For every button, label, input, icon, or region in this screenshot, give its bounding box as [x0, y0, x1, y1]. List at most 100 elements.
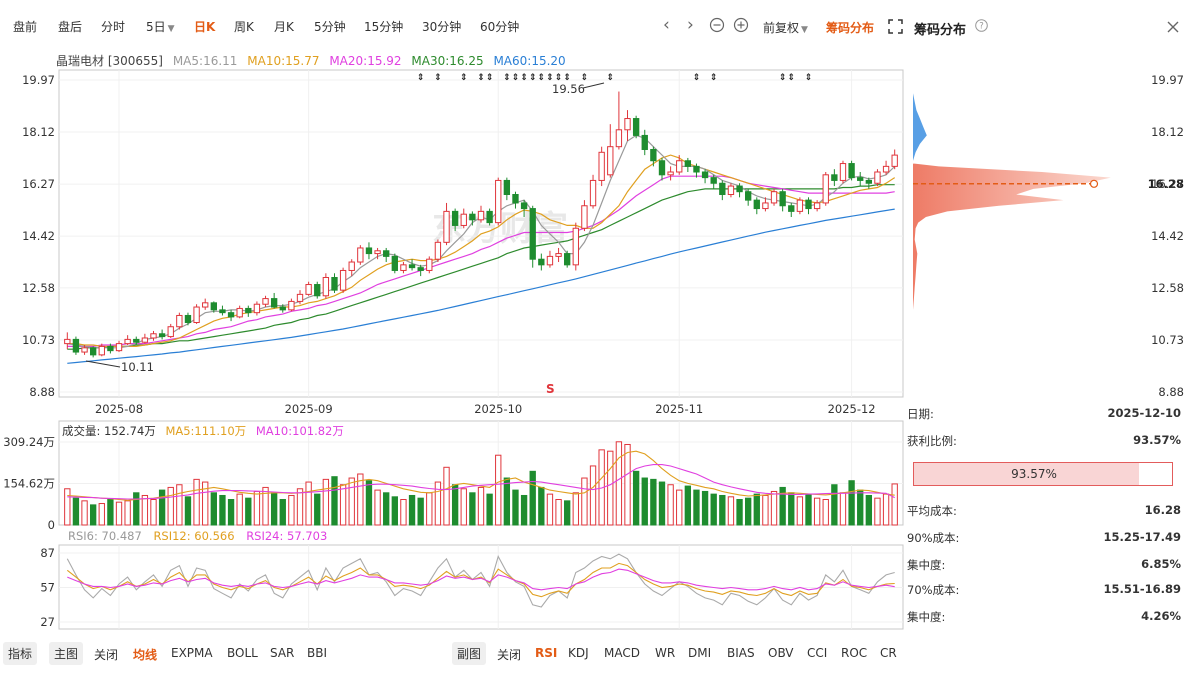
tab-5min[interactable]: 5分钟	[314, 20, 346, 34]
expma-button[interactable]: EXPMA	[171, 646, 213, 660]
close-icon[interactable]	[1167, 21, 1179, 36]
adjust-dropdown[interactable]: 前复权 ▼	[763, 19, 808, 36]
price-tick-label: 12.58	[22, 281, 55, 295]
cr-button[interactable]: CR	[880, 646, 897, 660]
candle-body	[141, 337, 149, 343]
candle-body	[882, 165, 890, 173]
chip-price-tick-label: 12.58	[1151, 281, 1184, 295]
cci-button[interactable]: CCI	[807, 646, 828, 660]
c70-value: 15.51-16.89	[1103, 582, 1181, 596]
volume-bar	[296, 488, 304, 526]
indicator-button[interactable]: 指标	[3, 642, 38, 665]
volume-bar	[348, 477, 355, 526]
main-close-button[interactable]: 关闭	[94, 648, 119, 662]
ma20-line	[67, 175, 895, 347]
chip-profile-lower	[913, 163, 1111, 310]
candle-body	[236, 307, 243, 318]
volume-bar	[417, 497, 424, 526]
tab-daily-k[interactable]: 日K	[194, 20, 216, 34]
tab-60min[interactable]: 60分钟	[480, 20, 520, 34]
main-chart-button[interactable]: 主图	[49, 642, 84, 665]
candle-body	[676, 160, 683, 173]
annotation-low: 10.11	[85, 360, 154, 374]
volume-bar	[788, 492, 795, 526]
signal-mark: ⇕	[581, 73, 589, 83]
candle-body	[348, 261, 355, 271]
boll-button[interactable]: BOLL	[227, 646, 258, 660]
roc-button[interactable]: ROC	[841, 646, 868, 660]
c70-label: 70%成本:	[907, 583, 960, 597]
volume-bar	[667, 484, 674, 526]
obv-button[interactable]: OBV	[768, 646, 794, 660]
adjust-label: 前复权	[763, 21, 800, 35]
ma10-line	[67, 154, 896, 347]
candle-body	[788, 205, 795, 212]
sub-chart-button[interactable]: 副图	[452, 642, 487, 665]
date-value: 2025-12-10	[1107, 406, 1181, 420]
tab-15min[interactable]: 15分钟	[364, 20, 404, 34]
zoom-out-icon[interactable]	[709, 17, 725, 38]
volume-bar	[719, 494, 726, 526]
volume-bar	[331, 476, 338, 526]
tab-weekly-k[interactable]: 周K	[234, 20, 254, 34]
wr-button[interactable]: WR	[655, 646, 676, 660]
candle-body	[460, 213, 467, 226]
candle-body	[529, 208, 536, 260]
tab-5day[interactable]: 5日 ▼	[146, 18, 175, 35]
candle-body	[710, 177, 717, 184]
ma60-legend: MA60:15.20	[493, 54, 566, 68]
candle-body	[572, 227, 579, 266]
chip-distribution-link[interactable]: 筹码分布	[826, 21, 875, 35]
tab-30min[interactable]: 30分钟	[422, 20, 462, 34]
vol-ma5-legend: MA5:111.10万	[165, 424, 247, 438]
zoom-in-icon[interactable]	[733, 17, 749, 38]
macd-button[interactable]: MACD	[604, 646, 640, 660]
tab-afterhours[interactable]: 盘后	[58, 20, 83, 34]
candle-body	[469, 213, 476, 221]
rsi12-legend: RSI12: 60.566	[153, 529, 235, 543]
dmi-button[interactable]: DMI	[688, 646, 712, 660]
candle-body	[176, 314, 183, 328]
candle-body	[253, 303, 261, 314]
volume-bar	[107, 499, 114, 526]
help-icon[interactable]: ?	[975, 19, 988, 35]
expand-icon[interactable]	[888, 19, 903, 37]
candle-body	[245, 307, 252, 314]
tab-intraday[interactable]: 分时	[101, 20, 126, 34]
chevron-left-icon[interactable]: ‹	[663, 15, 670, 35]
sar-button[interactable]: SAR	[270, 646, 295, 660]
profit-ratio-fill	[914, 463, 1139, 485]
volume-bar	[495, 454, 502, 526]
candle-body	[374, 250, 381, 255]
candle-body	[279, 306, 286, 311]
volume-bar	[831, 484, 838, 526]
candle-body	[503, 179, 511, 196]
bias-button[interactable]: BIAS	[727, 646, 755, 660]
chevron-right-icon[interactable]: ›	[687, 15, 694, 35]
signal-mark: ⇕	[486, 73, 494, 83]
tab-premarket[interactable]: 盘前	[13, 20, 38, 34]
bbi-button[interactable]: BBI	[307, 646, 328, 660]
signal-mark: ⇕	[555, 73, 563, 83]
candle-body	[339, 269, 347, 291]
kdj-button[interactable]: KDJ	[568, 646, 589, 660]
candles	[64, 91, 898, 358]
candle-body	[736, 185, 743, 193]
volume-bar	[279, 499, 286, 526]
high-price-label: 19.56	[552, 82, 585, 96]
tab-monthly-k[interactable]: 月K	[274, 20, 294, 34]
ma-indicator-button[interactable]: 均线	[133, 648, 158, 662]
volume-bar	[133, 492, 140, 526]
chip-profit-row: 获利比例: 93.57%	[907, 433, 1181, 449]
rsi-button[interactable]: RSI	[535, 646, 558, 660]
sub-close-button[interactable]: 关闭	[497, 648, 522, 662]
signal-mark: ⇕	[538, 73, 546, 83]
volume-bar	[891, 483, 898, 526]
stock-label: 晶瑞电材 [300655]	[56, 54, 163, 68]
annotation-high: 19.56	[552, 82, 605, 96]
high-pointer	[582, 82, 605, 89]
volume-bars	[64, 441, 898, 526]
candle-body	[607, 146, 614, 176]
vol-legend-value: 成交量: 152.74万	[62, 424, 156, 438]
